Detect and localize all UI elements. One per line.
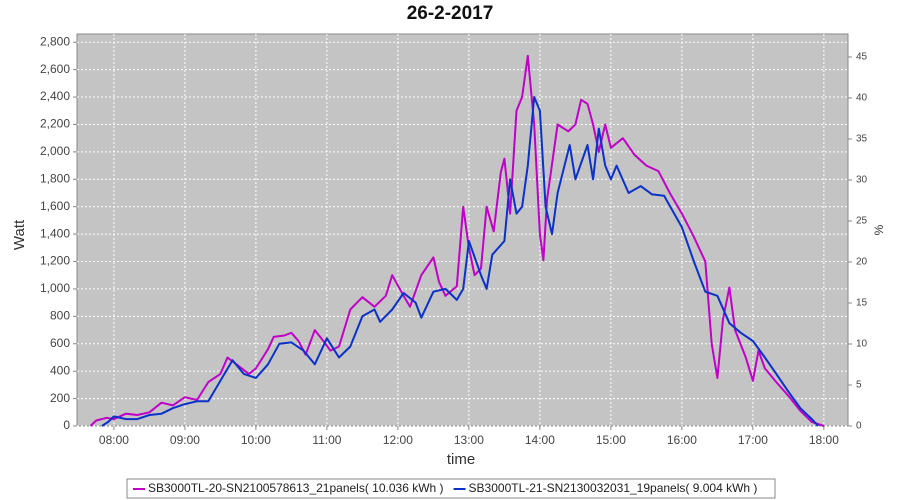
x-tick-label: 14:00 xyxy=(525,433,555,447)
x-tick-label: 15:00 xyxy=(596,433,626,447)
y-tick-label: 1,200 xyxy=(40,254,70,268)
y-tick-label: 1,000 xyxy=(40,281,70,295)
y-tick-label: 600 xyxy=(50,336,70,350)
x-tick-label: 17:00 xyxy=(738,433,768,447)
x-tick-label: 12:00 xyxy=(383,433,413,447)
x-tick-label: 18:00 xyxy=(809,433,839,447)
y-axis-label: Watt xyxy=(11,219,28,250)
y2-tick-label: 5 xyxy=(856,380,862,391)
y2-tick-label: 45 xyxy=(856,52,868,63)
series-line xyxy=(89,54,825,427)
y-tick-label: 2,000 xyxy=(40,144,70,158)
y-tick-label: 200 xyxy=(50,391,70,405)
series-line xyxy=(101,96,819,427)
y2-tick-label: 25 xyxy=(856,216,868,227)
x-tick-label: 08:00 xyxy=(99,433,129,447)
x-axis-label: time xyxy=(447,451,475,468)
legend-label: SB3000TL-21-SN2130032031_19panels( 9.004… xyxy=(469,481,758,495)
chart-title: 26-2-2017 xyxy=(407,3,494,24)
y2-tick-label: 0 xyxy=(856,421,862,432)
legend xyxy=(126,478,776,499)
y-tick-label: 2,200 xyxy=(40,117,70,131)
y-tick-label: 800 xyxy=(50,309,70,323)
y2-tick-label: 40 xyxy=(856,93,868,104)
x-tick-label: 13:00 xyxy=(454,433,484,447)
y-tick-label: 2,600 xyxy=(40,62,70,76)
y-tick-label: 400 xyxy=(50,363,70,377)
y-tick-label: 2,800 xyxy=(40,34,70,48)
y2-axis-label: % xyxy=(872,224,886,235)
x-tick-label: 16:00 xyxy=(667,433,697,447)
plot-area xyxy=(76,33,849,427)
legend-label: SB3000TL-20-SN2100578613_21panels( 10.03… xyxy=(148,481,444,495)
y-tick-label: 1,800 xyxy=(40,171,70,185)
x-tick-label: 09:00 xyxy=(170,433,200,447)
y-tick-label: 2,400 xyxy=(40,89,70,103)
y-tick-label: 1,600 xyxy=(40,199,70,213)
y2-tick-label: 15 xyxy=(856,298,868,309)
y2-tick-label: 30 xyxy=(856,175,868,186)
y2-tick-label: 20 xyxy=(856,257,868,268)
y2-tick-label: 10 xyxy=(856,339,868,350)
y2-tick-label: 35 xyxy=(856,134,868,145)
x-tick-label: 11:00 xyxy=(312,433,341,447)
y-tick-label: 0 xyxy=(63,418,70,432)
x-tick-label: 10:00 xyxy=(241,433,271,447)
y-tick-label: 1,400 xyxy=(40,226,70,240)
